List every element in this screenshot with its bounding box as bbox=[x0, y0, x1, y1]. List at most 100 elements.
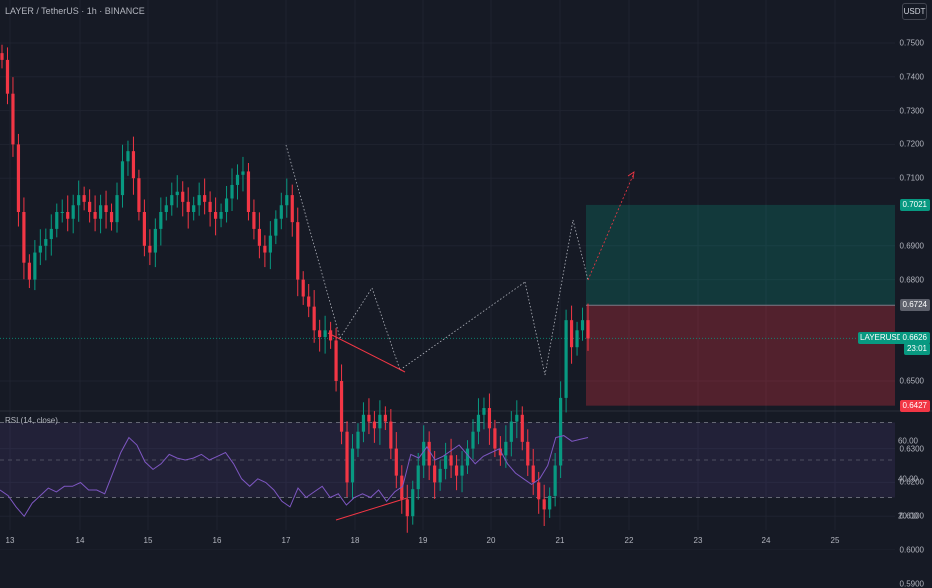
candle-body bbox=[16, 144, 21, 212]
price-tick-label: 0.7400 bbox=[899, 72, 924, 82]
candle-body bbox=[548, 495, 552, 510]
candle-body bbox=[208, 201, 212, 212]
pattern-line bbox=[371, 287, 401, 371]
candle-body bbox=[323, 330, 327, 338]
candle-body bbox=[378, 414, 382, 429]
candle-body bbox=[27, 262, 31, 280]
currency-button[interactable]: USDT bbox=[902, 3, 927, 20]
candle-body bbox=[328, 330, 333, 341]
candle-body bbox=[263, 245, 267, 253]
candle-body bbox=[33, 252, 37, 280]
price-tick-label: 0.6000 bbox=[899, 545, 924, 555]
candle-body bbox=[526, 441, 530, 466]
candle-body bbox=[5, 59, 10, 94]
candle-body bbox=[186, 201, 190, 212]
candle-body bbox=[580, 320, 585, 331]
candle-body bbox=[559, 397, 563, 466]
symbol-title: LAYER / TetherUS · 1h · BINANCE bbox=[5, 6, 145, 16]
candle-body bbox=[274, 218, 278, 236]
candle-body bbox=[509, 421, 513, 442]
rsi-title: RSI (14, close) bbox=[5, 416, 58, 425]
candle-body bbox=[38, 245, 42, 253]
candle-body bbox=[345, 431, 349, 483]
candle-body bbox=[350, 448, 355, 483]
time-tick-label: 15 bbox=[143, 536, 153, 545]
pattern-line bbox=[544, 219, 574, 376]
candle-body bbox=[575, 330, 579, 348]
candle-body bbox=[537, 482, 541, 500]
candle-body bbox=[356, 431, 360, 449]
price-tick-label: 0.6800 bbox=[899, 275, 924, 285]
candle-body bbox=[307, 296, 311, 307]
pattern-line bbox=[572, 219, 589, 281]
candle-body bbox=[416, 465, 420, 490]
chart-canvas[interactable] bbox=[0, 0, 932, 550]
candle-body bbox=[411, 489, 415, 517]
candle-body bbox=[422, 441, 426, 466]
countdown-tag: 23:01 bbox=[903, 343, 930, 356]
candle-body bbox=[159, 212, 163, 229]
candle-body bbox=[268, 235, 272, 253]
candle-body bbox=[449, 455, 453, 466]
candle-body bbox=[361, 414, 366, 432]
candle-body bbox=[11, 93, 15, 145]
candle-body bbox=[98, 205, 103, 219]
candle-body bbox=[465, 448, 470, 466]
candle-body bbox=[213, 212, 218, 219]
candle-body bbox=[285, 195, 289, 206]
price-tick-label: 0.6200 bbox=[899, 477, 924, 487]
candle-body bbox=[109, 212, 114, 223]
candle-body bbox=[296, 222, 300, 280]
candle-body bbox=[433, 465, 437, 483]
candle-body bbox=[498, 448, 502, 456]
candle-body bbox=[104, 205, 108, 212]
candle-body bbox=[170, 195, 174, 206]
rsi-tick-label: 40.00 bbox=[897, 474, 918, 484]
target-price-tag: 0.7021 bbox=[899, 198, 930, 211]
candle-body bbox=[372, 421, 377, 429]
current-price-tag: 0.6626 bbox=[899, 332, 930, 345]
time-tick-label: 18 bbox=[350, 536, 360, 545]
time-tick-label: 25 bbox=[830, 536, 840, 545]
target-zone bbox=[586, 204, 895, 306]
candle-body bbox=[71, 205, 75, 219]
symbol-price-tag: LAYERUSDT bbox=[858, 332, 910, 345]
candle-body bbox=[181, 191, 185, 202]
rsi-tick-label: 20.00 bbox=[897, 511, 918, 521]
price-tick-label: 0.6500 bbox=[899, 376, 924, 386]
candle-body bbox=[55, 212, 59, 229]
candle-body bbox=[405, 499, 409, 517]
candle-body bbox=[126, 151, 130, 162]
rsi-line bbox=[0, 435, 589, 518]
candle-body bbox=[454, 465, 459, 476]
time-tick-label: 13 bbox=[5, 536, 15, 545]
candle-body bbox=[290, 195, 294, 223]
price-tick-label: 0.6900 bbox=[899, 241, 924, 251]
rsi-tick-label: 60.00 bbox=[897, 436, 918, 446]
price-tick-label: 0.6100 bbox=[899, 511, 924, 521]
candle-body bbox=[564, 320, 568, 398]
rsi-divergence-line bbox=[335, 497, 408, 521]
candle-body bbox=[471, 431, 475, 449]
price-tick-label: 0.6300 bbox=[899, 444, 924, 454]
candle-body bbox=[438, 468, 442, 483]
candle-body bbox=[241, 171, 245, 175]
candle-body bbox=[257, 228, 262, 246]
candle-body bbox=[482, 408, 486, 415]
candle-body bbox=[252, 212, 256, 229]
entry-price-tag: 0.6724 bbox=[899, 299, 930, 312]
stop-price-tag: 0.6427 bbox=[899, 399, 930, 412]
candle-body bbox=[192, 205, 196, 212]
time-tick-label: 16 bbox=[212, 536, 222, 545]
candle-body bbox=[383, 414, 387, 422]
candle-body bbox=[531, 465, 535, 483]
candle-body bbox=[394, 448, 398, 476]
price-tick-label: 0.5900 bbox=[899, 579, 924, 588]
candle-body bbox=[224, 198, 229, 212]
price-tick-label: 0.7100 bbox=[899, 173, 924, 183]
candle-body bbox=[312, 306, 316, 331]
candle-body bbox=[88, 201, 92, 212]
candle-body bbox=[22, 212, 26, 263]
candle-body bbox=[246, 171, 251, 212]
candle-body bbox=[279, 205, 283, 219]
